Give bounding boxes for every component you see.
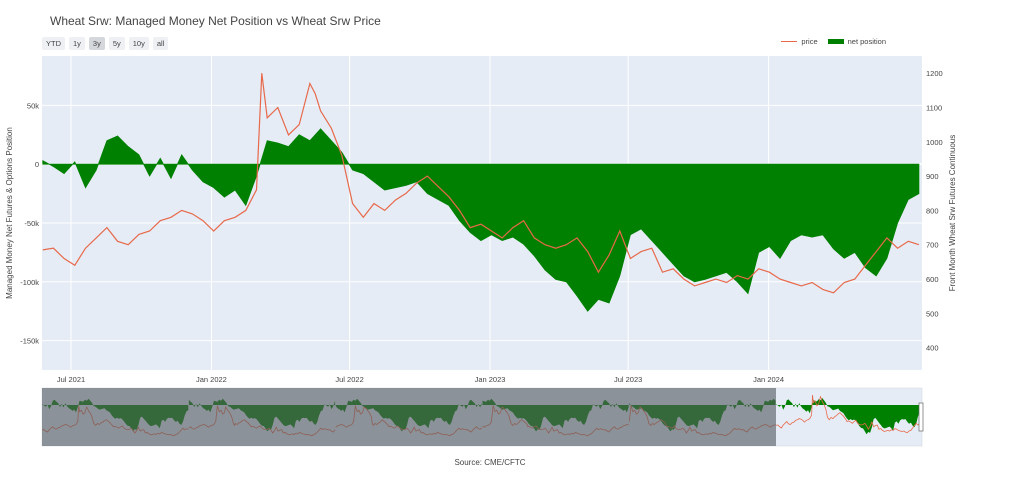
y-right-tick-label: 800 xyxy=(926,206,939,215)
legend-label-price: price xyxy=(801,37,818,46)
y-right-tick-label: 1000 xyxy=(926,138,943,147)
range-slider[interactable] xyxy=(41,387,924,447)
y-right-tick-label: 500 xyxy=(926,309,939,318)
x-tick-label: Jan 2023 xyxy=(475,375,506,384)
mini-price-line-selected xyxy=(776,394,922,434)
legend-item-net-position[interactable]: net position xyxy=(827,37,886,46)
y-right-tick-label: 1100 xyxy=(926,103,942,112)
x-axis: Jul 2021 Jan 2022 Jul 2022 Jan 2023 Jul 2023… xyxy=(57,375,784,384)
source-note: Source: CME/CFTC xyxy=(454,458,526,467)
x-tick-label: Jan 2022 xyxy=(196,375,227,384)
y-left-tick-label: 0 xyxy=(35,160,39,169)
range-button-1y[interactable]: 1y xyxy=(69,37,85,50)
net-position-area xyxy=(42,128,920,312)
legend-swatch-price xyxy=(781,41,798,42)
legend-label-net-position: net position xyxy=(847,37,886,46)
y-right-tick-label: 900 xyxy=(926,172,939,181)
y-axis-right: 1200 1100 1000 900 800 700 600 500 400 xyxy=(926,69,943,353)
x-tick-label: Jul 2021 xyxy=(57,375,85,384)
range-slider-handle-right[interactable] xyxy=(918,402,924,432)
y-axis-left: 50k 0 -50k -100k -150k xyxy=(20,101,39,345)
legend-swatch-net-position xyxy=(827,39,844,44)
range-slider-unselected-mask xyxy=(42,388,776,446)
main-chart[interactable]: Jul 2021 Jan 2022 Jul 2022 Jan 2023 Jul 2023… xyxy=(0,0,1024,455)
price-line xyxy=(42,73,920,294)
y-left-tick-label: -150k xyxy=(20,337,39,346)
legend: price net position xyxy=(781,37,886,46)
x-tick-label: Jul 2022 xyxy=(335,375,363,384)
x-tick-label: Jan 2024 xyxy=(753,375,784,384)
y-left-tick-label: -100k xyxy=(20,278,39,287)
range-button-all[interactable]: all xyxy=(152,37,169,50)
price-series xyxy=(42,73,920,294)
chart-title: Wheat Srw: Managed Money Net Position vs… xyxy=(50,14,381,28)
y-right-tick-label: 400 xyxy=(926,344,939,353)
y-axis-right-label: Front Month Wheat Srw Futures Continuous xyxy=(948,135,957,292)
mini-net-area-selected xyxy=(776,398,922,435)
range-selector: YTD 1y 3y 5y 10y all xyxy=(42,37,169,50)
y-axis-left-label: Managed Money Net Futures & Options Posi… xyxy=(5,127,14,299)
range-button-ytd[interactable]: YTD xyxy=(42,37,65,50)
y-right-tick-label: 600 xyxy=(926,275,939,284)
x-tick-label: Jul 2023 xyxy=(614,375,642,384)
y-right-tick-label: 1200 xyxy=(926,69,943,78)
range-button-3y[interactable]: 3y xyxy=(88,37,105,50)
net-position-series xyxy=(42,128,920,312)
y-right-tick-label: 700 xyxy=(926,241,939,250)
range-button-5y[interactable]: 5y xyxy=(108,37,125,50)
legend-item-price[interactable]: price xyxy=(781,37,818,46)
range-button-10y[interactable]: 10y xyxy=(128,37,149,50)
y-left-tick-label: 50k xyxy=(27,101,39,110)
y-left-tick-label: -50k xyxy=(24,219,39,228)
